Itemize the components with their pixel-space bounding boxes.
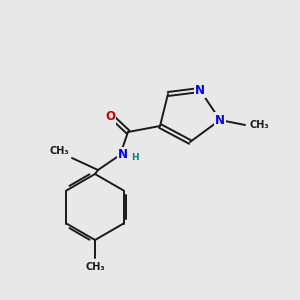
- Text: N: N: [195, 83, 205, 97]
- Text: H: H: [131, 152, 139, 161]
- Text: N: N: [118, 148, 128, 161]
- Text: O: O: [105, 110, 115, 124]
- Text: CH₃: CH₃: [50, 146, 69, 156]
- Text: CH₃: CH₃: [85, 262, 105, 272]
- Text: N: N: [215, 113, 225, 127]
- Text: CH₃: CH₃: [250, 120, 270, 130]
